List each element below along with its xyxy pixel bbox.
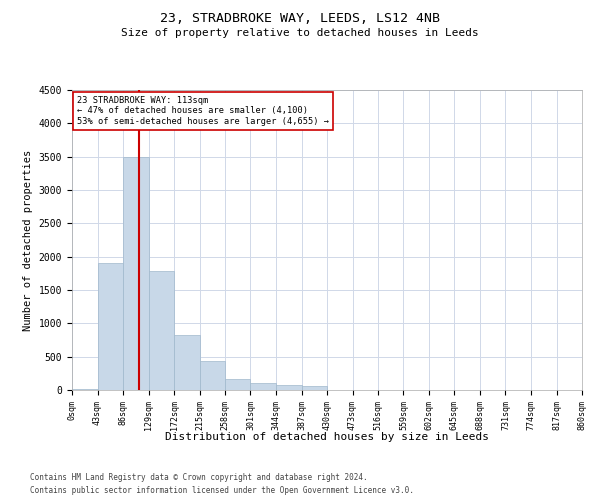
Text: 23, STRADBROKE WAY, LEEDS, LS12 4NB: 23, STRADBROKE WAY, LEEDS, LS12 4NB [160,12,440,26]
Bar [149,272,174,390]
Text: Distribution of detached houses by size in Leeds: Distribution of detached houses by size … [165,432,489,442]
Text: Contains HM Land Registry data © Crown copyright and database right 2024.: Contains HM Land Registry data © Crown c… [30,472,368,482]
Bar [199,360,225,390]
Y-axis label: Number of detached properties: Number of detached properties [23,150,33,330]
Bar [97,264,123,390]
Text: 23 STRADBROKE WAY: 113sqm
← 47% of detached houses are smaller (4,100)
53% of se: 23 STRADBROKE WAY: 113sqm ← 47% of detac… [77,96,329,126]
Text: Size of property relative to detached houses in Leeds: Size of property relative to detached ho… [121,28,479,38]
Bar [123,156,149,390]
Bar [72,388,97,390]
Bar [174,336,199,390]
Bar [251,384,276,390]
Text: Contains public sector information licensed under the Open Government Licence v3: Contains public sector information licen… [30,486,414,495]
Bar [302,386,327,390]
Bar [225,380,251,390]
Bar [276,385,302,390]
